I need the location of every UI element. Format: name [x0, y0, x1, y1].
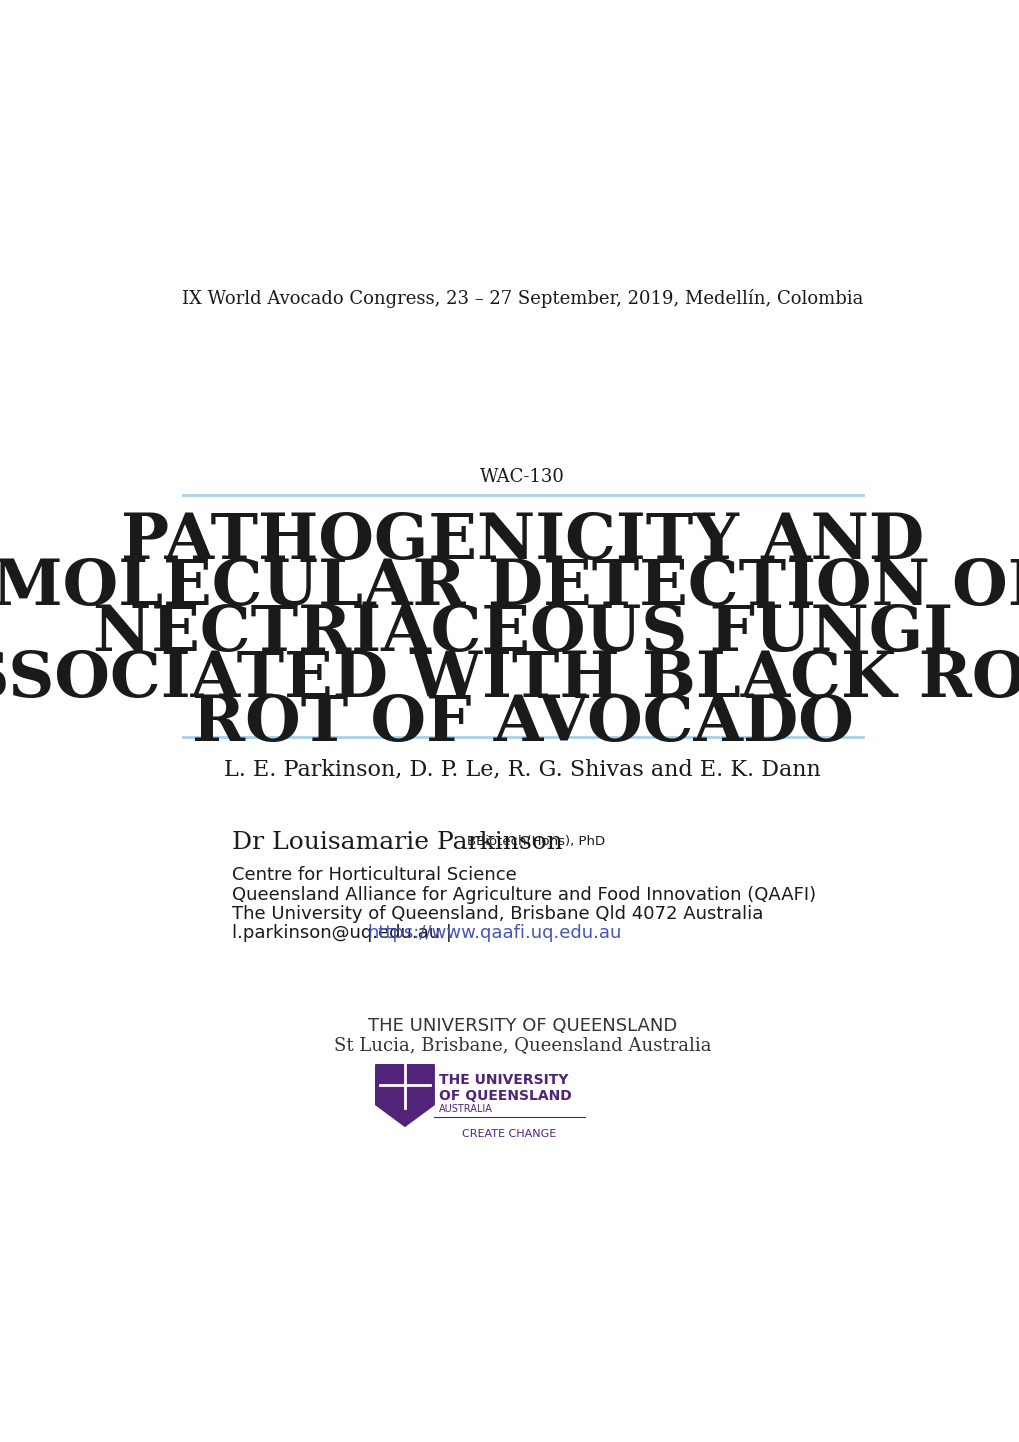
Text: Queensland Alliance for Agriculture and Food Innovation (QAAFI): Queensland Alliance for Agriculture and …: [232, 885, 815, 904]
Text: THE UNIVERSITY: THE UNIVERSITY: [438, 1073, 568, 1087]
Text: L. E. Parkinson, D. P. Le, R. G. Shivas and E. K. Dann: L. E. Parkinson, D. P. Le, R. G. Shivas …: [224, 758, 820, 780]
Text: WAC-130: WAC-130: [480, 469, 565, 486]
Text: ROT OF AVOCADO: ROT OF AVOCADO: [192, 694, 853, 754]
Text: The University of Queensland, Brisbane Qld 4072 Australia: The University of Queensland, Brisbane Q…: [232, 904, 763, 923]
Text: CREATE CHANGE: CREATE CHANGE: [462, 1129, 556, 1139]
Text: l.parkinson@uq.edu.au |: l.parkinson@uq.edu.au |: [232, 924, 458, 942]
Text: PATHOGENICITY AND: PATHOGENICITY AND: [121, 510, 923, 571]
Text: IX World Avocado Congress, 23 – 27 September, 2019, Medellín, Colombia: IX World Avocado Congress, 23 – 27 Septe…: [181, 288, 863, 309]
Text: https://www.qaafi.uq.edu.au: https://www.qaafi.uq.edu.au: [368, 924, 622, 942]
Text: ASSOCIATED WITH BLACK ROOT: ASSOCIATED WITH BLACK ROOT: [0, 649, 1019, 711]
Text: NECTRIACEOUS FUNGI: NECTRIACEOUS FUNGI: [93, 603, 952, 663]
Text: Dr Louisamarie Parkinson: Dr Louisamarie Parkinson: [232, 832, 562, 855]
Text: MOLECULAR DETECTION OF: MOLECULAR DETECTION OF: [0, 557, 1019, 617]
Text: St Lucia, Brisbane, Queensland Australia: St Lucia, Brisbane, Queensland Australia: [333, 1037, 711, 1054]
Text: Centre for Horticultural Science: Centre for Horticultural Science: [232, 867, 517, 884]
Text: BBiotech(Hons), PhD: BBiotech(Hons), PhD: [467, 835, 604, 848]
Text: AUSTRALIA: AUSTRALIA: [438, 1103, 492, 1113]
Text: THE UNIVERSITY OF QUEENSLAND: THE UNIVERSITY OF QUEENSLAND: [368, 1017, 677, 1035]
Polygon shape: [375, 1064, 434, 1126]
Text: OF QUEENSLAND: OF QUEENSLAND: [438, 1089, 572, 1103]
